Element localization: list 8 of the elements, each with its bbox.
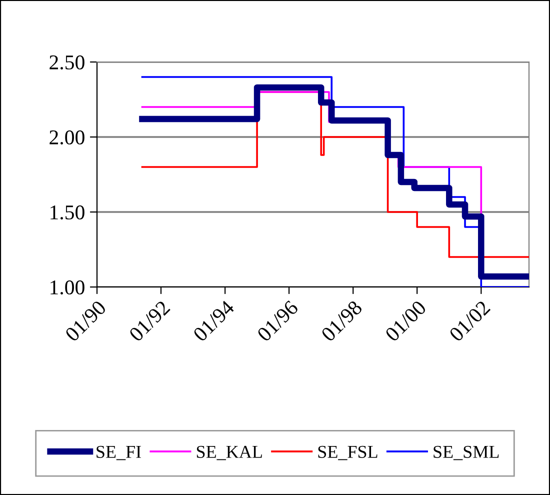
legend-label: SE_SML (434, 446, 499, 460)
y-tick-label: 1.00 (50, 280, 84, 295)
legend-label: SE_FSL (318, 446, 378, 460)
y-tick-label: 1.50 (50, 205, 84, 220)
legend-label: SE_KAL (196, 446, 262, 460)
y-tick-label: 2.50 (50, 55, 84, 70)
legend-label: SE_FI (96, 446, 141, 460)
y-tick-label: 2.00 (50, 130, 84, 145)
